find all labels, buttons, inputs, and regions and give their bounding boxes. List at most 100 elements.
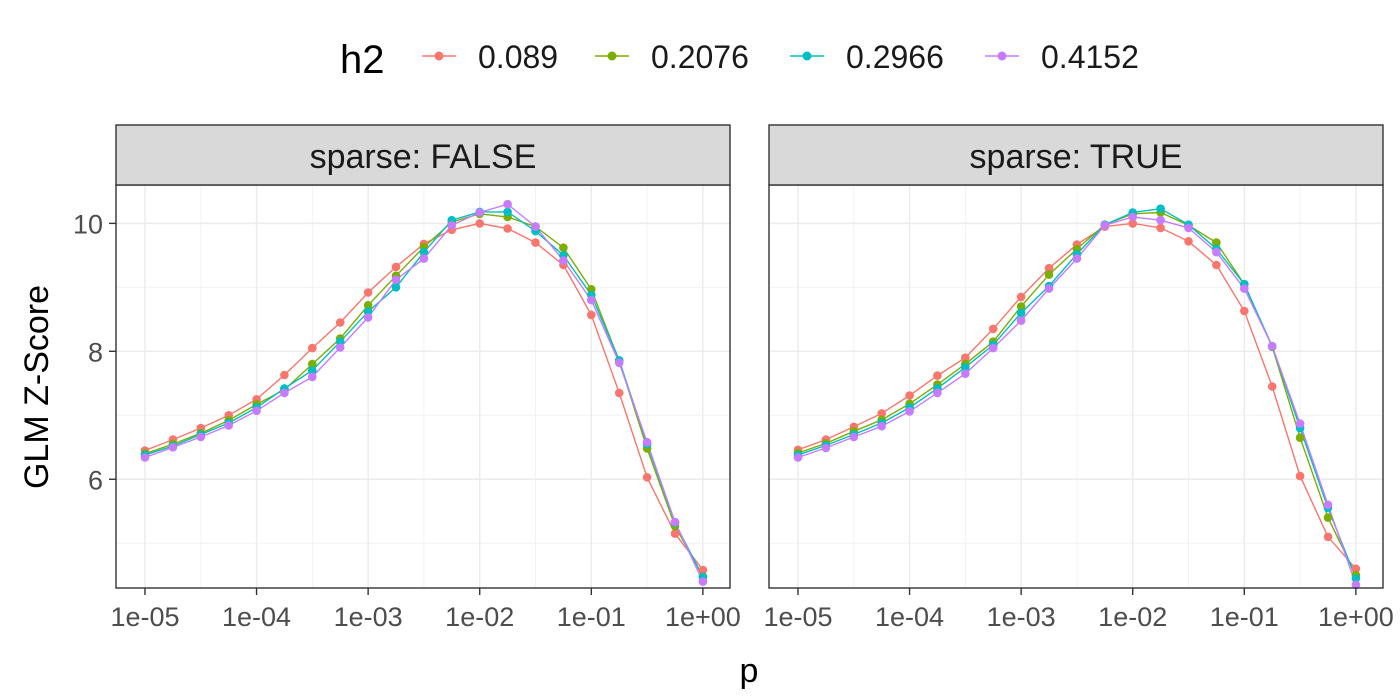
data-point — [1016, 292, 1026, 302]
data-point — [1240, 284, 1249, 293]
data-point — [1072, 254, 1082, 263]
legend-item: 0.089 — [422, 39, 558, 75]
data-point — [391, 275, 401, 285]
data-point — [224, 421, 233, 430]
data-point — [1351, 574, 1361, 583]
data-point — [877, 409, 886, 418]
legend-key-point — [997, 51, 1007, 61]
facet-strip-label: sparse: TRUE — [970, 138, 1183, 176]
data-point — [1100, 221, 1110, 230]
data-point — [1016, 316, 1026, 325]
x-tick-label: 1e-01 — [557, 602, 626, 632]
data-point — [308, 359, 317, 369]
data-point — [587, 295, 596, 305]
data-point — [196, 432, 206, 442]
data-point — [1016, 308, 1026, 318]
legend: h2 0.089 0.2076 0.2966 0.4152 — [340, 38, 1139, 82]
data-point — [363, 313, 373, 322]
data-point — [1184, 237, 1193, 246]
x-tick-label: 1e+00 — [665, 602, 741, 632]
data-point — [1351, 564, 1361, 574]
data-point — [308, 343, 317, 353]
data-point — [419, 254, 429, 263]
data-point — [363, 301, 373, 310]
data-point — [280, 370, 289, 380]
data-point — [905, 407, 914, 416]
data-point — [1212, 260, 1221, 270]
data-point — [531, 238, 540, 247]
data-point — [391, 283, 401, 292]
legend-item: 0.4152 — [985, 39, 1139, 75]
data-point — [1044, 263, 1054, 273]
data-point — [1295, 419, 1305, 428]
data-point — [559, 243, 568, 252]
data-point — [391, 262, 401, 272]
data-point — [475, 219, 485, 228]
data-point — [252, 406, 261, 416]
data-point — [988, 343, 998, 353]
data-point — [1240, 306, 1249, 316]
data-point — [1184, 223, 1193, 233]
data-point — [1267, 341, 1277, 351]
data-point — [1044, 284, 1054, 293]
data-point — [1156, 204, 1165, 213]
y-tick-label: 6 — [88, 465, 103, 495]
data-point — [698, 565, 708, 575]
legend-title: h2 — [340, 38, 385, 82]
data-point — [988, 324, 998, 334]
data-point — [1323, 500, 1333, 510]
legend-item: 0.2076 — [595, 39, 749, 75]
data-point — [503, 224, 512, 233]
data-point — [168, 443, 178, 452]
data-point — [1323, 513, 1333, 522]
y-tick-label: 10 — [73, 209, 103, 239]
data-point — [1351, 580, 1361, 590]
data-point — [821, 443, 831, 453]
data-point — [1044, 270, 1054, 279]
panel: sparse: TRUE 1e-05 1e-04 1e-03 1e-02 1e-01 1e+… — [763, 124, 1394, 632]
data-point — [280, 388, 289, 398]
x-tick-label: 1e-01 — [1210, 602, 1279, 632]
data-point — [531, 222, 540, 231]
data-point — [559, 256, 568, 265]
data-point — [698, 577, 708, 586]
x-tick-label: 1e+00 — [1318, 602, 1394, 632]
data-point — [1128, 212, 1137, 222]
data-point — [642, 473, 652, 482]
data-point — [961, 369, 970, 379]
legend-label: 0.4152 — [1041, 39, 1139, 75]
legend-key-point — [434, 51, 444, 61]
data-point — [1295, 471, 1305, 481]
legend-key-point — [802, 51, 812, 61]
legend-key-point — [607, 51, 617, 61]
data-point — [447, 221, 457, 230]
facet-strip — [115, 124, 731, 186]
data-point — [363, 288, 373, 297]
data-point — [905, 391, 914, 400]
y-axis-title: GLM Z-Score — [18, 285, 56, 489]
data-point — [961, 363, 970, 372]
data-point — [1295, 433, 1305, 443]
x-axis-title: p — [740, 652, 759, 690]
x-tick-label: 1e-04 — [222, 602, 291, 632]
data-point — [614, 388, 624, 398]
panel: sparse: FALSE 1e-05 1e-04 1e-03 1e-02 1e-01 1e… — [73, 124, 741, 632]
data-point — [642, 437, 652, 447]
x-tick-label: 1e-02 — [1098, 602, 1167, 632]
x-tick-label: 1e-05 — [763, 602, 832, 632]
facet-strip — [768, 124, 1384, 186]
data-point — [1267, 382, 1277, 391]
data-point — [933, 388, 942, 398]
data-point — [475, 208, 485, 217]
x-tick-label: 1e-03 — [987, 602, 1056, 632]
legend-label: 0.2076 — [651, 39, 749, 75]
data-point — [670, 517, 680, 527]
data-point — [961, 353, 970, 363]
legend-label: 0.2966 — [846, 39, 944, 75]
x-tick-label: 1e-05 — [110, 602, 179, 632]
x-tick-label: 1e-04 — [875, 602, 944, 632]
data-point — [308, 372, 317, 382]
y-tick-label: 8 — [88, 337, 103, 367]
data-point — [1156, 215, 1165, 225]
